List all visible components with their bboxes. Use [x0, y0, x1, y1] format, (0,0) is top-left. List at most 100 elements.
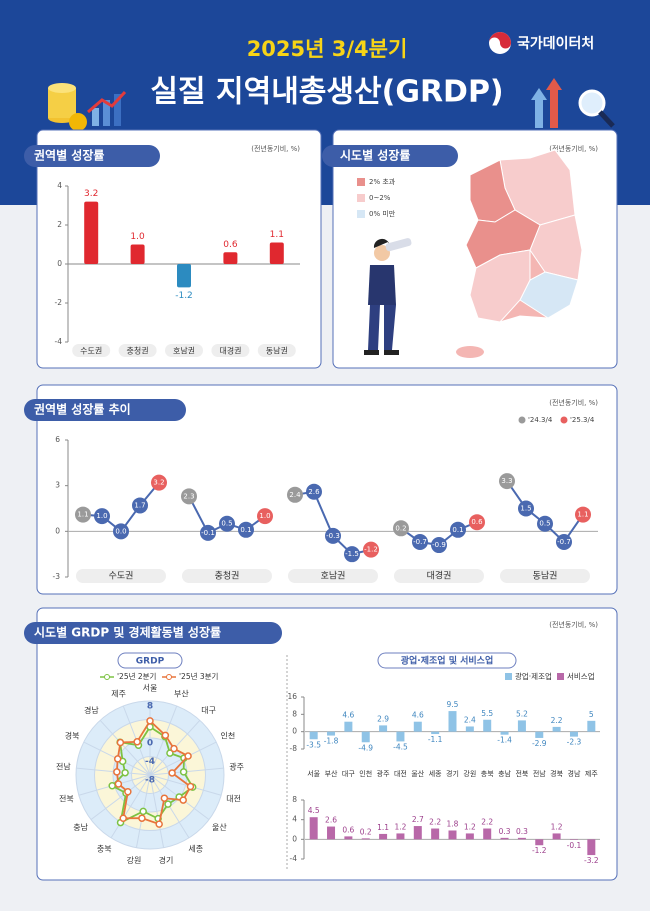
- axis-label: 충북: [97, 844, 112, 853]
- value-label: -1.4: [497, 736, 512, 745]
- legend-label: '24.3/4: [528, 416, 553, 424]
- value-label: 1.2: [394, 822, 406, 831]
- value-label: -1.1: [428, 735, 443, 744]
- subchart-title: GRDP: [136, 657, 165, 667]
- x-tick-label: 충청권: [127, 346, 149, 356]
- logo-text: 국가데이터처: [517, 35, 594, 52]
- bar: [500, 837, 509, 840]
- bar: [483, 719, 492, 732]
- legend-marker: [166, 674, 172, 680]
- bar: [396, 731, 405, 742]
- value-label: 2.3: [183, 492, 194, 500]
- person-illustration: [364, 238, 412, 355]
- value-label: -0.9: [432, 541, 446, 549]
- bar: [552, 833, 561, 840]
- legend-swatch: [505, 673, 512, 680]
- bar: [517, 720, 526, 732]
- bar: [344, 836, 353, 840]
- axis-label: 인천: [221, 731, 236, 741]
- bar: [569, 731, 578, 737]
- section-pill: [24, 399, 186, 421]
- x-tick-label: 울산: [411, 769, 424, 778]
- value-label: 3.3: [501, 477, 512, 485]
- point: [121, 768, 129, 777]
- x-tick-label: 동남권: [266, 346, 288, 356]
- x-tick-label: 대전: [394, 769, 407, 778]
- value-label: 3.2: [153, 479, 164, 487]
- value-label: 4.6: [342, 711, 354, 720]
- axis-label: 경북: [65, 731, 80, 741]
- r-tick-label: -8: [145, 776, 155, 786]
- unit-note: (전년동기비, %): [549, 620, 598, 629]
- point: [325, 527, 341, 544]
- x-tick-label: 인천: [359, 769, 372, 778]
- bar: [309, 817, 318, 840]
- bar: [431, 828, 440, 840]
- value-label: 2.2: [429, 818, 441, 827]
- value-label: 0.3: [499, 827, 511, 836]
- value-label: 0.0: [115, 527, 126, 535]
- value-label: 0.5: [539, 520, 550, 528]
- legend-label: 0% 미만: [369, 209, 396, 218]
- point: [238, 521, 254, 538]
- value-label: -4.9: [358, 743, 373, 752]
- value-label: 0.2: [395, 524, 406, 532]
- point: [108, 782, 116, 790]
- card: [36, 129, 322, 369]
- legend-label: '25년 3분기: [179, 671, 218, 681]
- axis-label: 전북: [59, 793, 74, 803]
- value-label: 1.2: [464, 822, 476, 831]
- bar: [500, 731, 509, 735]
- axis-label: 서울: [143, 684, 158, 693]
- category-box: [288, 569, 378, 583]
- bar: [448, 830, 457, 840]
- section-pill: [322, 145, 458, 167]
- bar: [535, 839, 544, 846]
- bar: [517, 837, 526, 840]
- r-tick-label: 8: [147, 702, 153, 712]
- bar: [535, 731, 544, 738]
- point: [575, 506, 591, 523]
- bar: [465, 726, 474, 732]
- legend-label: 서비스업: [567, 672, 595, 681]
- axis-label: 제주: [111, 689, 126, 698]
- value-label: 1.1: [377, 823, 389, 832]
- value-label: 0.1: [452, 526, 463, 534]
- x-tick-label: 서울: [307, 769, 320, 778]
- y-tick-label: 2: [57, 220, 62, 229]
- bar: [327, 826, 336, 840]
- point: [151, 474, 167, 491]
- point: [556, 533, 572, 550]
- y-tick-label: -4: [55, 337, 63, 346]
- point: [170, 744, 178, 753]
- x-tick-label: 동남권: [533, 570, 558, 582]
- axis-label: 경남: [84, 705, 99, 715]
- legend-swatch: [357, 210, 365, 218]
- point: [133, 738, 141, 746]
- legend-swatch: [357, 178, 365, 186]
- value-label: 2.2: [551, 716, 563, 725]
- value-label: -1.5: [345, 550, 359, 558]
- value-label: 0.3: [516, 827, 528, 836]
- x-tick-label: 대구: [342, 770, 355, 778]
- point: [537, 515, 553, 532]
- value-label: -2.3: [567, 738, 582, 747]
- unit-note: (전년동기비, %): [251, 144, 300, 153]
- point: [179, 768, 188, 776]
- point: [138, 814, 146, 822]
- sub-pill: [377, 652, 517, 669]
- section-pill: [24, 145, 160, 167]
- point: [306, 483, 322, 500]
- axis-label: 충남: [73, 823, 88, 832]
- category-box: [257, 344, 296, 357]
- legend-label: 광업·제조업: [515, 671, 552, 681]
- korea-map: [456, 149, 583, 358]
- y-tick-label: 3: [55, 481, 60, 490]
- header-decoration: [48, 32, 615, 131]
- bar: [379, 833, 388, 840]
- value-label: 2.9: [377, 714, 389, 723]
- spoke: [149, 705, 178, 776]
- bar: [130, 244, 145, 264]
- legend-marker: [518, 416, 526, 424]
